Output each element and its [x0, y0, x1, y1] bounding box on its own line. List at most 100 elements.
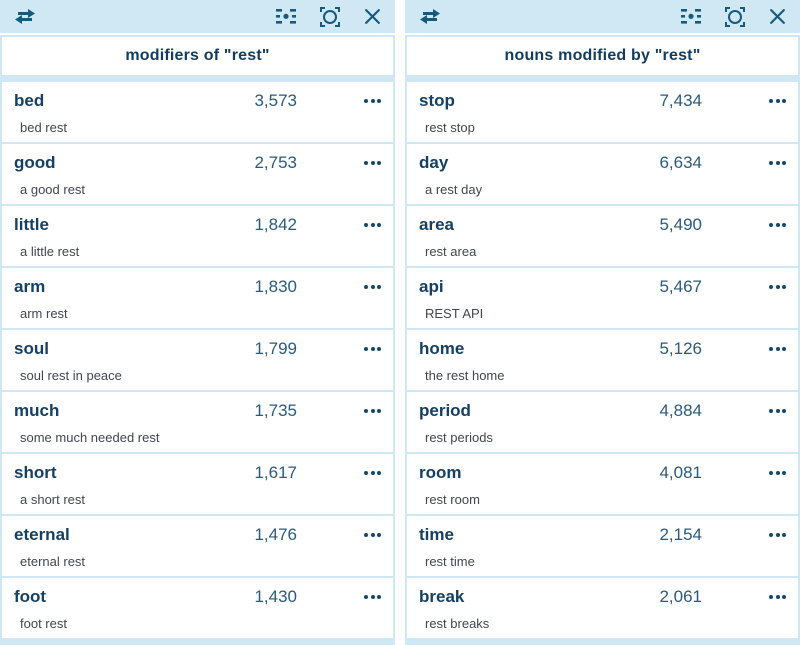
collocate-word[interactable]: bed [14, 91, 45, 110]
more-options-button[interactable] [702, 347, 786, 351]
more-options-button[interactable] [297, 347, 381, 351]
collocate-count: 1,430 [254, 587, 297, 606]
collocation-row[interactable]: api 5,467 REST API [407, 268, 798, 328]
more-options-button[interactable] [297, 533, 381, 537]
more-options-button[interactable] [297, 409, 381, 413]
collocate-word[interactable]: api [419, 277, 444, 296]
more-options-button[interactable] [702, 99, 786, 103]
collocate-word[interactable]: time [419, 525, 454, 544]
close-icon[interactable] [769, 8, 786, 25]
focus-circle-icon[interactable] [725, 6, 745, 27]
collocate-example[interactable]: soul rest in peace [20, 368, 122, 383]
more-options-button[interactable] [702, 533, 786, 537]
collocate-example[interactable]: arm rest [20, 306, 68, 321]
collocate-word[interactable]: good [14, 153, 56, 172]
collocation-row[interactable]: arm 1,830 arm rest [2, 268, 393, 328]
collocate-example[interactable]: bed rest [20, 120, 67, 135]
collocate-word[interactable]: break [419, 587, 465, 606]
collocate-count: 2,154 [659, 525, 702, 544]
collocate-count: 5,126 [659, 339, 702, 358]
collocate-word[interactable]: little [14, 215, 49, 234]
collocate-example[interactable]: a good rest [20, 182, 86, 197]
more-options-button[interactable] [702, 223, 786, 227]
collocate-word[interactable]: soul [14, 339, 49, 358]
collocate-example[interactable]: a rest day [425, 182, 483, 197]
collocate-count: 1,476 [254, 525, 297, 544]
collocate-word[interactable]: day [419, 153, 449, 172]
collocate-word[interactable]: period [419, 401, 471, 420]
collocate-word[interactable]: home [419, 339, 465, 358]
collocate-word[interactable]: short [14, 463, 57, 482]
collocate-count: 1,842 [254, 215, 297, 234]
collocation-row[interactable]: break 2,061 rest breaks [407, 578, 798, 638]
collocation-row[interactable]: home 5,126 the rest home [407, 330, 798, 390]
collocate-word[interactable]: much [14, 401, 60, 420]
collocate-example[interactable]: foot rest [20, 616, 67, 631]
collocation-row[interactable]: eternal 1,476 eternal rest [2, 516, 393, 576]
collocation-row[interactable]: much 1,735 some much needed rest [2, 392, 393, 452]
collocate-count: 1,830 [254, 277, 297, 296]
collocation-row[interactable]: soul 1,799 soul rest in peace [2, 330, 393, 390]
collocate-example[interactable]: eternal rest [20, 554, 86, 569]
more-options-button[interactable] [297, 285, 381, 289]
focus-circle-icon[interactable] [320, 6, 340, 27]
collocate-example[interactable]: rest time [425, 554, 475, 569]
swap-horizontal-icon[interactable] [419, 8, 441, 25]
close-icon[interactable] [364, 8, 381, 25]
collocate-count: 1,735 [254, 401, 297, 420]
collocation-row[interactable]: day 6,634 a rest day [407, 144, 798, 204]
collocate-example[interactable]: a short rest [20, 492, 86, 507]
collocate-count: 7,434 [659, 91, 702, 110]
collocation-row[interactable]: area 5,490 rest area [407, 206, 798, 266]
collocate-count: 6,634 [659, 153, 702, 172]
more-options-button[interactable] [297, 223, 381, 227]
collocate-example[interactable]: a little rest [20, 244, 80, 259]
more-options-button[interactable] [702, 161, 786, 165]
more-options-button[interactable] [297, 99, 381, 103]
collocation-row[interactable]: room 4,081 rest room [407, 454, 798, 514]
more-options-button[interactable] [702, 409, 786, 413]
panel-title: nouns modified by "rest" [504, 47, 701, 64]
collocate-example[interactable]: rest area [425, 244, 477, 259]
more-options-button[interactable] [297, 595, 381, 599]
panel-nouns-modified-by-rest: nouns modified by "rest" stop 7,434 rest… [405, 0, 800, 645]
collocate-example[interactable]: REST API [425, 306, 484, 321]
more-options-button[interactable] [297, 161, 381, 165]
collocate-example[interactable]: some much needed rest [20, 430, 160, 445]
more-options-button[interactable] [297, 471, 381, 475]
view-options-icon[interactable] [276, 9, 296, 24]
view-options-icon[interactable] [681, 9, 701, 24]
collocate-count: 3,573 [254, 91, 297, 110]
collocate-example[interactable]: rest periods [425, 430, 493, 445]
collocation-row[interactable]: little 1,842 a little rest [2, 206, 393, 266]
collocate-word[interactable]: room [419, 463, 462, 482]
collocate-count: 1,617 [254, 463, 297, 482]
collocate-word[interactable]: foot [14, 587, 47, 606]
collocate-word[interactable]: stop [419, 91, 455, 110]
more-options-button[interactable] [702, 471, 786, 475]
collocate-example[interactable]: the rest home [425, 368, 505, 383]
collocate-example[interactable]: rest room [425, 492, 480, 507]
collocation-list: stop 7,434 rest stop day 6,634 a rest da… [405, 77, 800, 645]
collocation-row[interactable]: stop 7,434 rest stop [407, 82, 798, 142]
swap-horizontal-icon[interactable] [14, 8, 36, 25]
collocate-count: 2,061 [659, 587, 702, 606]
more-options-button[interactable] [702, 285, 786, 289]
collocation-row[interactable]: time 2,154 rest time [407, 516, 798, 576]
collocation-row[interactable]: period 4,884 rest periods [407, 392, 798, 452]
collocation-row[interactable]: foot 1,430 foot rest [2, 578, 393, 638]
collocate-example[interactable]: rest breaks [425, 616, 490, 631]
collocation-row[interactable]: good 2,753 a good rest [2, 144, 393, 204]
more-options-button[interactable] [702, 595, 786, 599]
collocate-word[interactable]: eternal [14, 525, 70, 544]
collocate-word[interactable]: area [419, 215, 454, 234]
collocation-row[interactable]: bed 3,573 bed rest [2, 82, 393, 142]
collocate-count: 4,884 [659, 401, 702, 420]
panel-toolbar [0, 0, 395, 33]
collocate-count: 1,799 [254, 339, 297, 358]
collocate-word[interactable]: arm [14, 277, 46, 296]
collocate-example[interactable]: rest stop [425, 120, 475, 135]
collocation-row[interactable]: short 1,617 a short rest [2, 454, 393, 514]
collocate-count: 4,081 [659, 463, 702, 482]
